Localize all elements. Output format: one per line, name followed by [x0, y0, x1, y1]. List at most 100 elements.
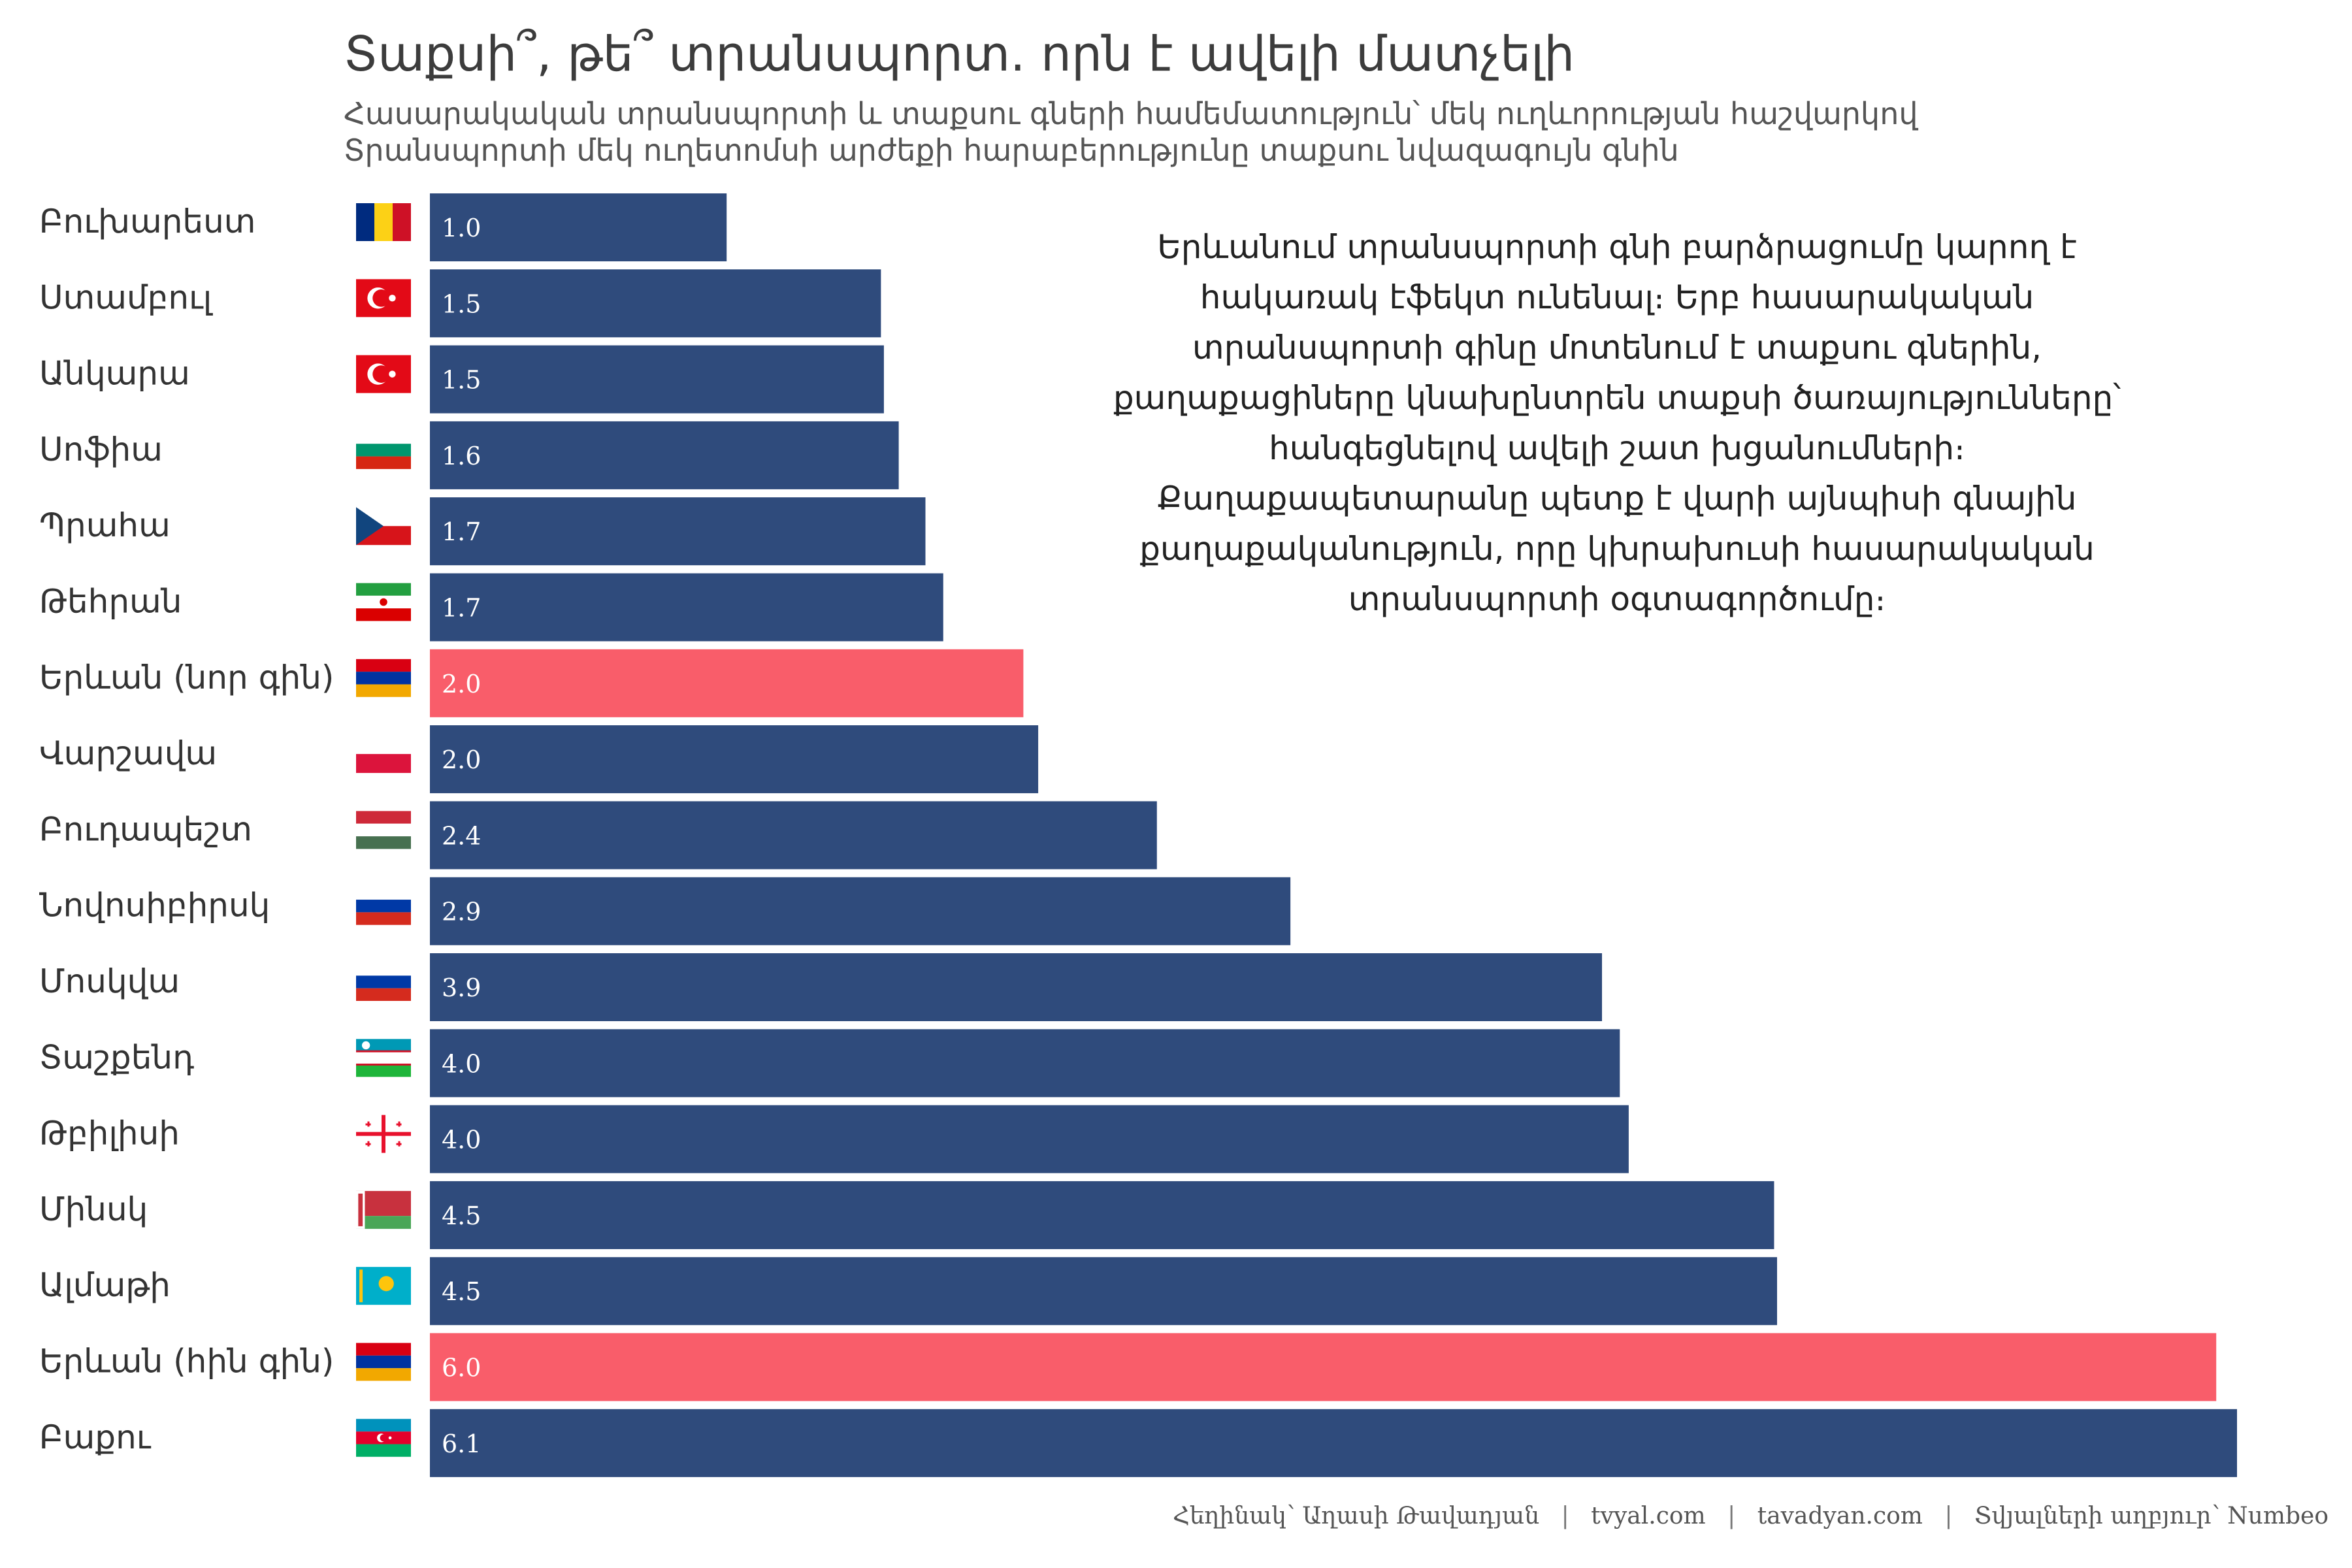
- bar-value-label: 2.0: [442, 670, 481, 698]
- category-label: Պրահա: [39, 506, 171, 544]
- category-label: Բուդապեշտ: [39, 810, 252, 848]
- flag-stripe: [356, 1216, 411, 1229]
- flag-star: [389, 370, 396, 378]
- bulgaria-flag-icon: [356, 431, 411, 469]
- bar: [430, 421, 899, 489]
- armenia-flag-icon: [356, 1343, 411, 1381]
- russia-flag-icon: [356, 963, 411, 1001]
- flag-star: [389, 295, 396, 302]
- flag-crescent-cut: [380, 1434, 387, 1442]
- bar-value-label: 1.7: [442, 594, 481, 623]
- georgia-flag-icon: [356, 1115, 411, 1153]
- flag-ornament: [358, 1193, 363, 1226]
- flag-ornament: [359, 1269, 363, 1303]
- flag-stripe: [356, 836, 411, 849]
- flag-sun: [378, 1276, 394, 1292]
- flag-stripe: [356, 1063, 411, 1066]
- flag-stripe: [356, 608, 411, 621]
- bar: [430, 1105, 1629, 1173]
- flag-emblem: [380, 598, 387, 606]
- flag-stripe: [356, 444, 411, 457]
- flag-stripe: [356, 823, 411, 837]
- flag-stripe: [356, 1132, 411, 1136]
- subtitle-line-1: Հասարակական տրանսպորտի և տաքսու գների հա…: [344, 96, 1918, 131]
- caption-source-label: Տվյալների աղբյուր՝: [1974, 1503, 2220, 1529]
- bar-chart: 1.0 Բուխարեստ 1.5 Ստամբուլ 1.5 Անկարա 1.6 Սոֆիա…: [39, 193, 2237, 1477]
- category-label: Տաշքենդ: [39, 1038, 194, 1076]
- flag-star: [388, 1436, 392, 1440]
- category-label: Անկարա: [39, 355, 190, 393]
- flag-stripe: [356, 1190, 411, 1217]
- caption-separator: |: [1727, 1503, 1736, 1529]
- flag-stripe: [356, 1064, 411, 1077]
- bar-value-label: 4.0: [442, 1126, 481, 1154]
- flag-stripe: [356, 963, 411, 976]
- flag-stripe: [356, 583, 411, 596]
- bar: [430, 953, 1603, 1021]
- flag-stripe: [356, 684, 411, 697]
- caption: Հեղինակ՝ Աղասի Թավադյան | tvyal.com | ta…: [1173, 1503, 2328, 1529]
- flag-small-cross: [398, 1141, 400, 1147]
- bar-value-label: 6.0: [442, 1354, 481, 1382]
- subtitle-line-2: Տրանսպորտի մեկ ուղետոմսի արժեքի հարաբերո…: [344, 133, 1679, 168]
- bar-value-label: 4.0: [442, 1049, 481, 1078]
- category-label: Սոֆիա: [39, 431, 163, 468]
- bar-value-label: 4.5: [442, 1201, 481, 1230]
- flag-stripe: [356, 988, 411, 1001]
- bar-value-label: 4.5: [442, 1277, 481, 1306]
- uzbekistan-flag-icon: [356, 1039, 411, 1077]
- bar: [430, 497, 926, 566]
- category-label: Թբիլիսի: [39, 1115, 180, 1152]
- flag-stripe: [356, 887, 411, 900]
- flag-stripe: [356, 975, 411, 988]
- bar: [430, 269, 881, 338]
- flag-stripe: [356, 1418, 411, 1432]
- russia-flag-icon: [356, 887, 411, 925]
- bar: [430, 649, 1024, 717]
- flag-stripe: [356, 912, 411, 925]
- bar-value-label: 2.0: [442, 745, 481, 774]
- flag-stripe: [356, 1444, 411, 1457]
- bar-value-label: 1.5: [442, 289, 481, 318]
- chart-subtitle: Հասարակական տրանսպորտի և տաքսու գների հա…: [344, 95, 1918, 169]
- caption-separator: |: [1944, 1503, 1953, 1529]
- bar-value-label: 6.1: [442, 1429, 481, 1458]
- bar: [430, 573, 943, 642]
- bar: [430, 1029, 1620, 1098]
- category-label: Ալմաթի: [39, 1266, 171, 1304]
- hungary-flag-icon: [356, 811, 411, 849]
- flag-stripe: [356, 672, 411, 685]
- flag-small-cross: [367, 1121, 370, 1127]
- azerbaijan-flag-icon: [356, 1418, 411, 1457]
- bar-value-label: 1.6: [442, 442, 481, 470]
- caption-site-tavadyan[interactable]: tavadyan.com: [1757, 1503, 1923, 1529]
- poland-flag-icon: [356, 735, 411, 774]
- flag-stripe: [393, 203, 411, 241]
- bar-value-label: 3.9: [442, 973, 481, 1002]
- flag-crescent-cut: [372, 365, 390, 383]
- flag-stripe: [356, 1051, 411, 1064]
- category-label: Ստամբուլ: [39, 278, 214, 316]
- caption-site-tvyal[interactable]: tvyal.com: [1591, 1503, 1706, 1529]
- romania-flag-icon: [356, 203, 411, 241]
- flag-stripe: [356, 735, 411, 755]
- flag-stripe: [356, 456, 411, 469]
- bar: [430, 1257, 1778, 1326]
- category-label: Մինսկ: [39, 1190, 148, 1228]
- czechia-flag-icon: [356, 507, 411, 546]
- bar: [430, 877, 1291, 945]
- flag-stripe: [356, 659, 411, 672]
- flag-stripe: [374, 203, 393, 241]
- category-label: Բաքու: [39, 1418, 152, 1456]
- caption-source: Numbeo: [2227, 1503, 2328, 1529]
- flag-moon: [361, 1041, 370, 1050]
- caption-author: Հեղինակ՝ Աղասի Թավադյան: [1172, 1503, 1540, 1529]
- bar: [430, 1409, 2237, 1477]
- flag-stripe: [356, 203, 374, 241]
- chart-title: Տաքսի՞, թե՞ տրանսպորտ. որն է ավելի մատչե…: [344, 26, 1575, 82]
- flag-stripe: [356, 1039, 411, 1052]
- bar-value-label: 2.9: [442, 898, 481, 926]
- category-label: Բուխարեստ: [39, 203, 255, 240]
- flag-small-cross: [367, 1141, 370, 1147]
- bar-value-label: 2.4: [442, 821, 481, 850]
